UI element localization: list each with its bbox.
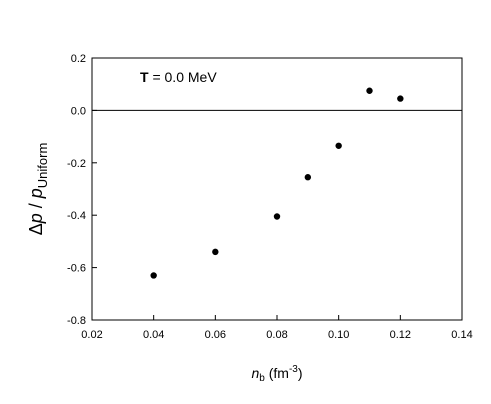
x-tick-label: 0.08 bbox=[266, 329, 287, 341]
data-point bbox=[366, 87, 373, 94]
data-point bbox=[335, 142, 342, 149]
data-points bbox=[150, 87, 404, 279]
x-axis: 0.02 0.04 0.06 0.08 0.10 0.12 0.14 bbox=[81, 315, 473, 341]
y-tick-label: 0.2 bbox=[71, 53, 86, 65]
x-axis-title: nb (fm-3) bbox=[251, 364, 302, 384]
y-axis: 0.2 0.0 -0.2 -0.4 -0.6 -0.8 bbox=[67, 53, 97, 327]
data-point bbox=[212, 248, 219, 256]
y-axis-title: Δp / pUniform bbox=[26, 143, 50, 236]
y-tick-label: -0.8 bbox=[67, 315, 86, 327]
data-point bbox=[273, 213, 281, 220]
x-tick-label: 0.10 bbox=[328, 329, 349, 341]
y-tick-label: -0.4 bbox=[67, 210, 86, 222]
y-tick-label: -0.6 bbox=[67, 263, 86, 275]
y-tick-label: -0.2 bbox=[67, 158, 86, 170]
data-point bbox=[397, 95, 404, 102]
x-tick-label: 0.14 bbox=[451, 329, 472, 341]
x-tick-label: 0.04 bbox=[143, 329, 164, 341]
data-point bbox=[150, 272, 157, 279]
x-tick-label: 0.12 bbox=[390, 329, 411, 341]
x-tick-label: 0.02 bbox=[81, 329, 102, 341]
plot-frame bbox=[91, 57, 463, 321]
y-tick-label: 0.0 bbox=[71, 105, 86, 117]
temperature-annotation: T = 0.0 MeV bbox=[140, 69, 217, 85]
data-point bbox=[304, 174, 312, 181]
x-tick-label: 0.06 bbox=[205, 329, 226, 341]
